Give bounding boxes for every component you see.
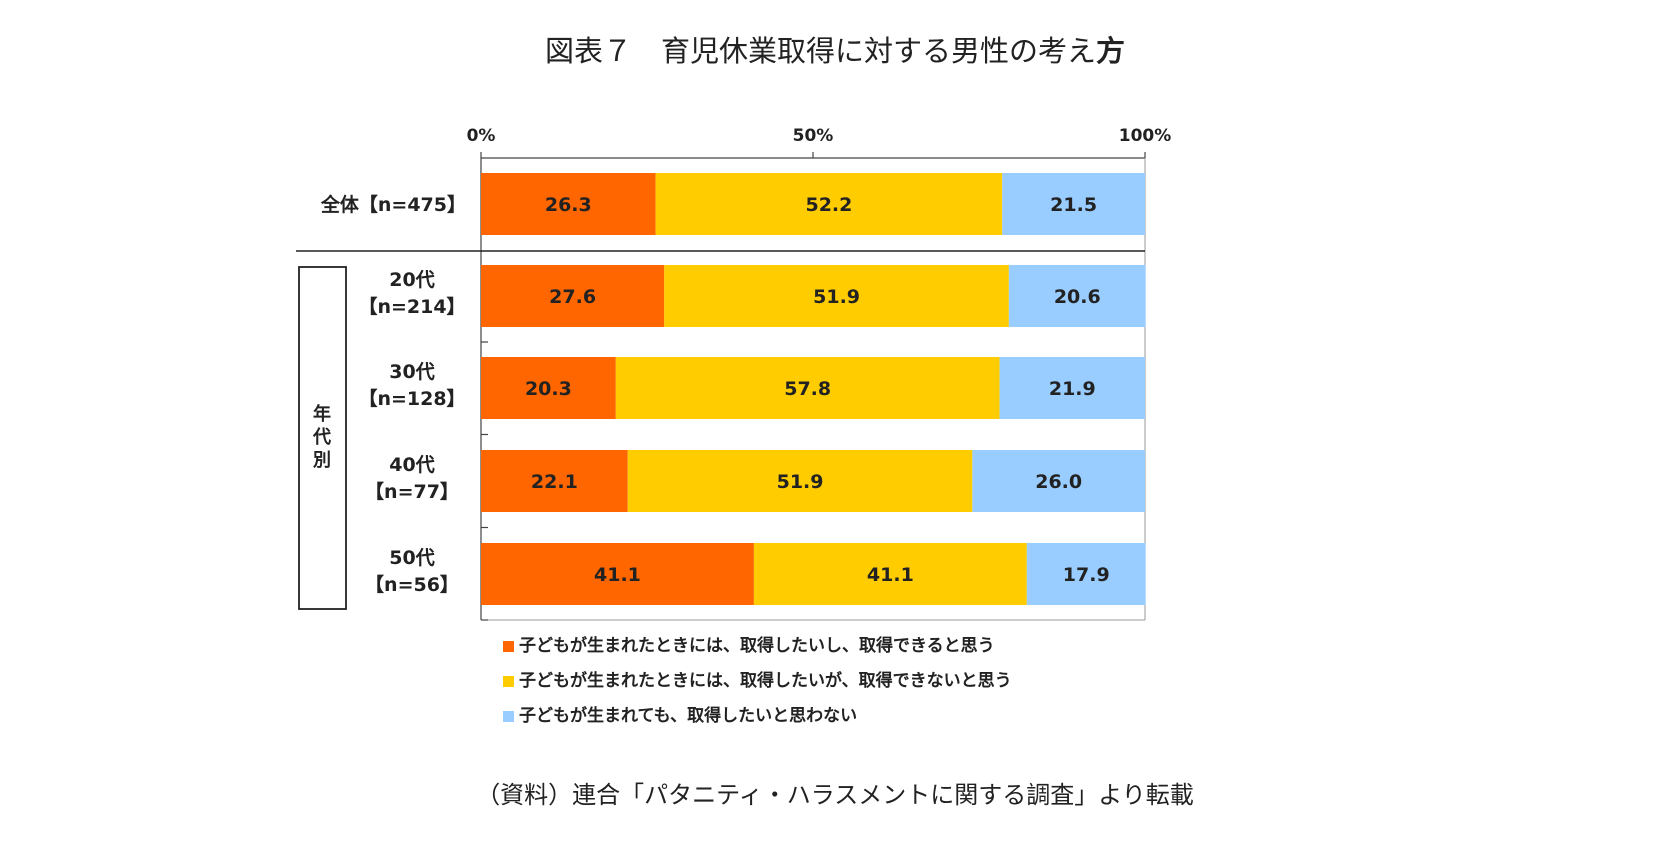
bar-segment xyxy=(972,450,1145,512)
category-label: 40代 xyxy=(389,454,434,476)
legend-swatch xyxy=(503,711,514,722)
data-label: 26.3 xyxy=(545,194,592,216)
chart-title-main: 図表７ 育児休業取得に対する男性の考え xyxy=(544,34,1096,68)
bar-segment xyxy=(655,173,1003,235)
legend-label: 子どもが生まれたときには、取得したいが、取得できないと思う xyxy=(519,670,1012,691)
group-label-char: 別 xyxy=(313,450,331,471)
data-label: 17.9 xyxy=(1063,564,1110,586)
chart-title: 図表７ 育児休業取得に対する男性の考え方 xyxy=(0,28,1670,70)
data-label: 41.1 xyxy=(867,564,914,586)
data-label: 51.9 xyxy=(813,286,860,308)
group-label-char: 年 xyxy=(313,403,331,425)
legend-label: 子どもが生まれても、取得したいと思わない xyxy=(519,705,857,726)
bar-segment xyxy=(481,357,616,419)
category-label: 【n=56】 xyxy=(365,573,459,596)
bar-segment xyxy=(615,357,1000,419)
bar-segment xyxy=(999,357,1145,419)
bar-segment xyxy=(664,265,1009,327)
bar-segment xyxy=(481,265,665,327)
chart-title-bold: 方 xyxy=(1096,34,1126,68)
data-label: 41.1 xyxy=(594,564,641,586)
category-label: 20代 xyxy=(389,269,434,291)
category-label: 【n=214】 xyxy=(358,295,465,318)
x-tick-label: 100% xyxy=(1119,126,1172,146)
bar-segment xyxy=(481,543,754,605)
legend-label: 子どもが生まれたときには、取得したいし、取得できると思う xyxy=(519,635,995,656)
data-label: 27.6 xyxy=(549,286,596,308)
source-note: （資料）連合「パタニティ・ハラスメントに関する調査」より転載 xyxy=(476,781,1194,809)
category-label: 【n=77】 xyxy=(365,480,459,503)
data-label: 21.9 xyxy=(1049,378,1096,400)
bar-segment xyxy=(481,450,628,512)
data-label: 20.3 xyxy=(525,378,572,400)
data-label: 20.6 xyxy=(1054,286,1101,308)
legend-swatch xyxy=(503,676,514,687)
legend-swatch xyxy=(503,641,514,652)
group-box xyxy=(298,266,347,610)
x-tick-label: 0% xyxy=(467,126,496,146)
group-label-char: 代 xyxy=(312,427,331,448)
category-label: 【n=128】 xyxy=(358,387,465,410)
bar-segment xyxy=(481,173,656,235)
data-label: 21.5 xyxy=(1050,194,1097,216)
category-label: 全体【n=475】 xyxy=(320,193,466,216)
stacked-bar-chart: 0% 50% 100% 年代別 26.3 52.2 21.5 全体【n=475】 27.6 51.… xyxy=(296,126,1172,726)
data-label: 22.1 xyxy=(531,471,578,493)
data-label: 26.0 xyxy=(1035,471,1082,493)
category-label: 50代 xyxy=(389,547,434,569)
x-tick-label: 50% xyxy=(793,126,834,146)
bar-segment xyxy=(627,450,973,512)
bar-segment xyxy=(753,543,1027,605)
bar-segment xyxy=(1008,265,1146,327)
bar-segment xyxy=(1026,543,1146,605)
bar-segment xyxy=(1002,173,1145,235)
data-label: 51.9 xyxy=(777,471,824,493)
data-label: 57.8 xyxy=(784,378,831,400)
category-label: 30代 xyxy=(389,361,434,383)
data-label: 52.2 xyxy=(805,194,852,216)
